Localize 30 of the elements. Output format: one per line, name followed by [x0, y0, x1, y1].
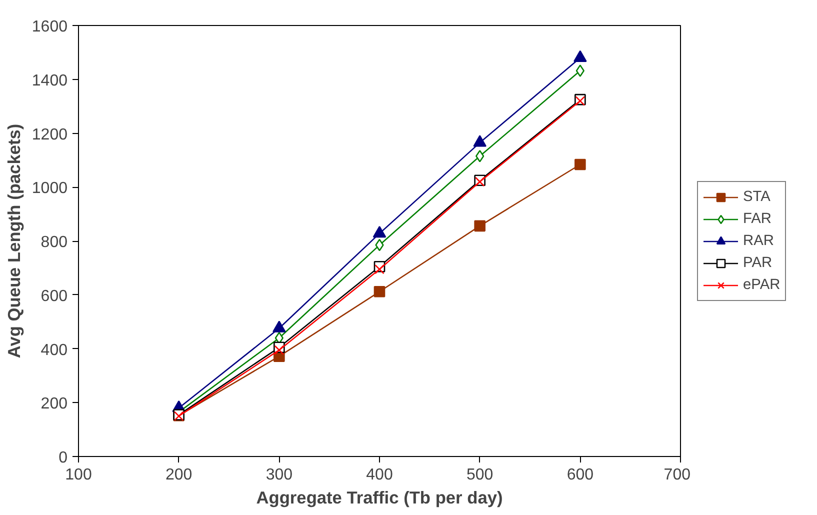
y-tick-label: 1400	[32, 72, 68, 90]
y-tick-label: 1000	[32, 180, 68, 198]
legend-label: RAR	[743, 232, 774, 248]
point	[374, 264, 384, 274]
y-tick-label: 400	[40, 342, 68, 359]
legend-label: ePAR	[743, 276, 780, 292]
y-tick-label: 600	[40, 288, 68, 305]
x-tick-label: 500	[466, 466, 494, 484]
point	[575, 96, 586, 106]
y-tick-label: 200	[40, 396, 68, 413]
y-tick-label: 0	[58, 450, 68, 466]
x-tick-label: 600	[566, 466, 594, 484]
point	[374, 286, 386, 298]
point	[474, 220, 486, 232]
x-tick-label: 100	[65, 466, 92, 484]
x-tick-label: 400	[366, 466, 393, 484]
y-tick-label: 1200	[32, 126, 68, 144]
x-tick-label: 300	[266, 466, 293, 484]
x-tick-label: 200	[165, 466, 192, 484]
x-tick-label: 700	[664, 466, 691, 484]
x-axis-title: Aggregate Traffic (Tb per day)	[256, 488, 503, 508]
point	[274, 345, 284, 355]
point	[576, 64, 584, 77]
point	[574, 158, 586, 170]
legend-label: STA	[743, 188, 770, 204]
y-axis-title: Avg Queue Length (packets)	[4, 124, 24, 358]
y-tick-label: 800	[40, 234, 68, 251]
legend-label: PAR	[743, 254, 772, 270]
legend-label: FAR	[743, 210, 772, 226]
y-tick-label: 1600	[32, 18, 68, 36]
